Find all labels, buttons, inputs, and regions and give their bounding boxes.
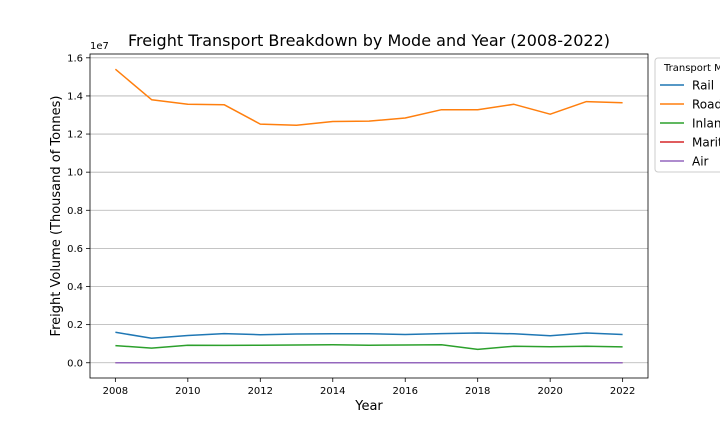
y-axis-label: Freight Volume (Thousand of Tonnes) xyxy=(49,96,64,337)
series-line-road xyxy=(114,68,623,127)
plot-area: 2008 2010 2012 2014 2016 2018 2020 2022 0.00.20… xyxy=(67,53,649,397)
x-axis-label: Year xyxy=(354,399,383,414)
y-offset-label: 1e7 xyxy=(90,41,109,52)
legend-title: Transport Mode xyxy=(663,63,720,74)
x-tick-label: 2012 xyxy=(248,386,273,397)
y-tick-label: 1.6 xyxy=(67,53,83,64)
y-axis-ticks: 0.0 0.2 0.4 0.6 0.8 1.0 1.2 1.4 1.6 xyxy=(67,53,90,369)
legend-label-road: Road xyxy=(692,98,720,112)
legend-items: Rail Road Inland Waterways Maritime Air xyxy=(660,79,720,169)
series-lines xyxy=(114,68,623,364)
x-tick-label: 2018 xyxy=(465,386,490,397)
series-line-rail xyxy=(115,331,623,339)
x-tick-label: 2010 xyxy=(175,386,200,397)
legend-label-inland-waterways: Inland Waterways xyxy=(692,117,720,131)
x-axis-ticks: 2008 2010 2012 2014 2016 2018 2020 2022 xyxy=(103,378,635,397)
chart-title: Freight Transport Breakdown by Mode and … xyxy=(128,31,610,50)
legend-label-maritime: Maritime xyxy=(692,136,720,150)
legend-label-air: Air xyxy=(692,155,709,169)
y-tick-label: 1.4 xyxy=(67,91,83,102)
y-tick-label: 0.6 xyxy=(67,244,83,255)
plot-background xyxy=(90,54,648,378)
y-tick-label: 0.0 xyxy=(67,358,83,369)
legend-box xyxy=(654,57,720,173)
y-tick-label: 0.8 xyxy=(67,206,83,217)
legend-label-rail: Rail xyxy=(692,79,714,93)
plot-frame xyxy=(89,53,649,379)
gridlines xyxy=(90,57,648,364)
x-tick-label: 2016 xyxy=(393,386,418,397)
y-tick-label: 1.0 xyxy=(67,168,83,179)
y-tick-label: 0.2 xyxy=(67,320,83,331)
legend: Transport Mode Rail Road Inland Waterways M… xyxy=(654,57,720,173)
y-tick-label: 0.4 xyxy=(67,282,83,293)
series-line-inland-waterways xyxy=(115,344,623,351)
y-tick-label: 1.2 xyxy=(67,130,83,141)
x-tick-label: 2014 xyxy=(320,386,345,397)
x-tick-label: 2022 xyxy=(610,386,635,397)
x-tick-label: 2008 xyxy=(103,386,128,397)
x-tick-label: 2020 xyxy=(537,386,562,397)
